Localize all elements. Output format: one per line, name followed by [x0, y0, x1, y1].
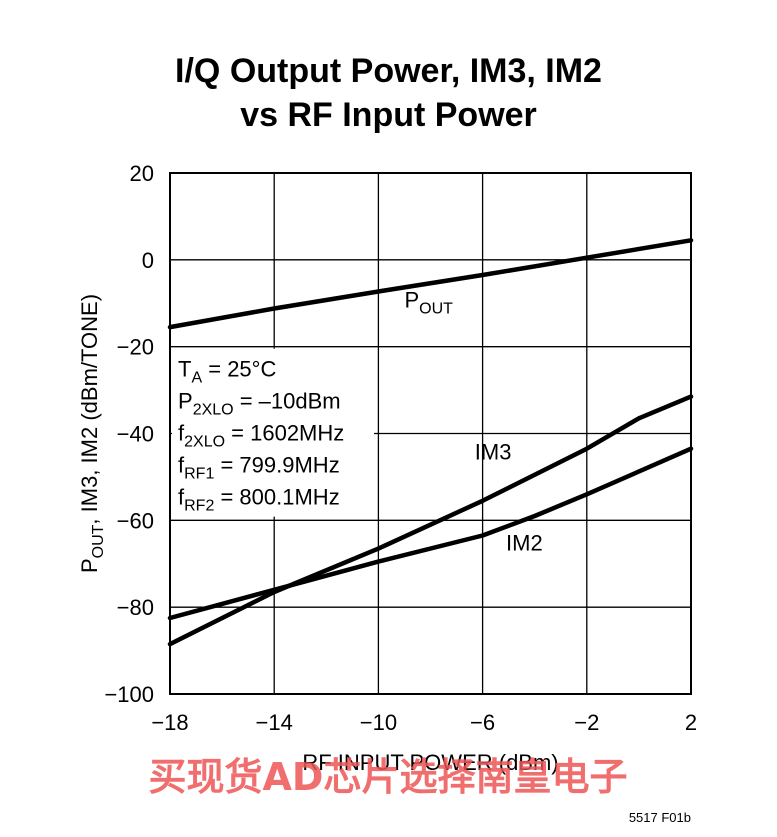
series-label-im3: IM3 [475, 440, 512, 465]
x-tick-label: 2 [685, 710, 697, 735]
watermark-text: 买现货AD芯片选择南皇电子 [149, 755, 628, 799]
series-label-im2: IM2 [506, 531, 543, 556]
conditions-note-background [172, 348, 374, 517]
x-tick-label: −2 [574, 710, 599, 735]
figure-code: 5517 F01b [629, 810, 691, 825]
conditions-note-line: fRF1 = 799.9MHz [178, 453, 340, 483]
y-tick-label: 20 [130, 161, 154, 186]
conditions-note-line: f2XLO = 1602MHz [178, 421, 344, 451]
y-tick-label: −40 [117, 422, 154, 447]
x-tick-label: −14 [256, 710, 293, 735]
x-tick-label: −10 [360, 710, 397, 735]
conditions-note-line: TA = 25°C [178, 357, 276, 387]
chart-title-line-1: I/Q Output Power, IM3, IM2 [175, 52, 602, 90]
conditions-note-line: P2XLO = –10dBm [178, 389, 341, 419]
series-line-pout [167, 238, 694, 330]
x-tick-label: −18 [151, 710, 188, 735]
y-tick-label: −20 [117, 335, 154, 360]
conditions-note-line: fRF2 = 800.1MHz [178, 485, 340, 515]
tick-layer: −18 −14 −10 −6 −2 2 20 0 −20 −40 −60 −80 −100 [104, 161, 697, 735]
y-tick-label: 0 [142, 248, 154, 273]
series-line-im2 [167, 446, 694, 621]
chart-title-line-2: vs RF Input Power [240, 96, 537, 134]
series-layer [167, 238, 694, 647]
series-label-pout: POUT [404, 288, 453, 318]
y-tick-label: −100 [104, 682, 154, 707]
y-tick-label: −80 [117, 595, 154, 620]
x-axis-label: RF INPUT POWER (dBm) [302, 750, 558, 775]
y-axis-label: POUT, IM3, IM2 (dBm/TONE) [77, 294, 107, 573]
y-tick-label: −60 [117, 508, 154, 533]
x-tick-label: −6 [470, 710, 495, 735]
